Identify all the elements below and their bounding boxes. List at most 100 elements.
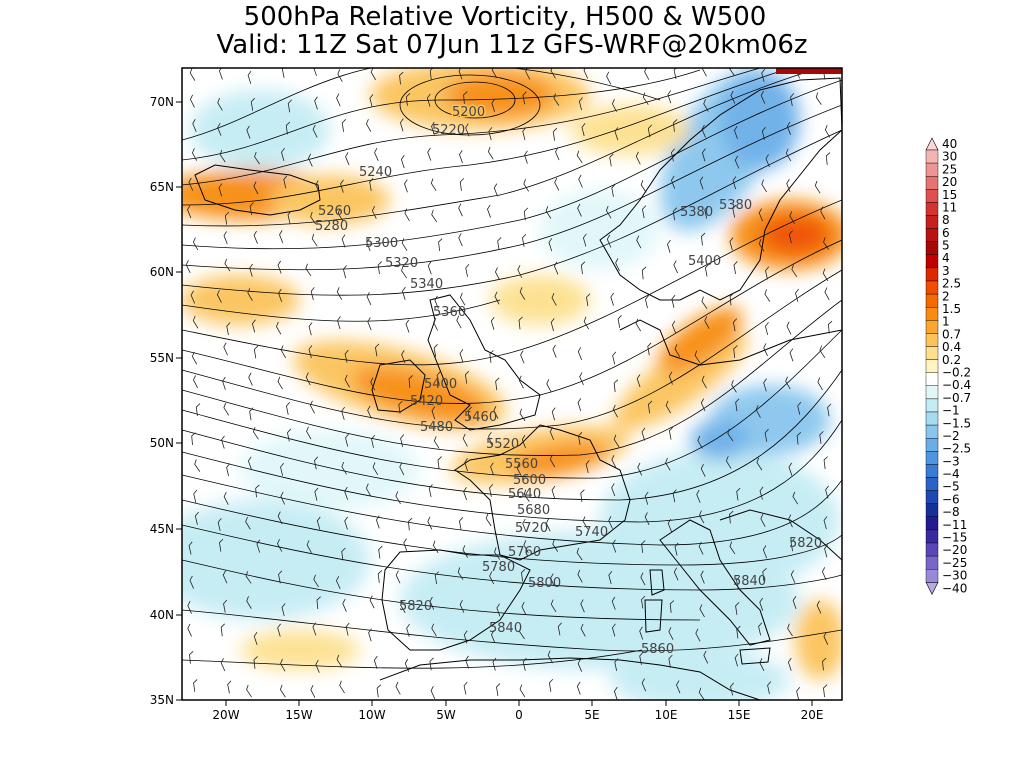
wind-barb	[550, 68, 556, 79]
wind-barb	[277, 376, 283, 390]
wind-barb	[727, 428, 734, 442]
wind-barb	[550, 599, 557, 613]
wind-barb	[462, 433, 468, 447]
wind-barb	[763, 343, 768, 357]
wind-barb	[345, 152, 350, 166]
wind-barb	[735, 602, 740, 615]
wind-barb	[676, 680, 681, 694]
wind-barb	[368, 628, 372, 642]
wind-barb	[673, 119, 678, 132]
wind-barb	[698, 541, 704, 555]
wind-barb	[613, 379, 619, 393]
colorbar-swatch	[925, 149, 939, 164]
wind-barb	[703, 98, 709, 112]
wind-barb	[792, 596, 797, 610]
wind-barb	[817, 377, 823, 391]
colorbar-swatch	[925, 424, 939, 439]
wind-barb	[698, 687, 705, 700]
wind-barb	[278, 288, 283, 302]
wind-barb	[641, 678, 647, 692]
colorbar-top-arrow	[925, 137, 939, 151]
wind-barb	[580, 261, 586, 275]
wind-barb	[427, 261, 432, 275]
wind-barb	[281, 147, 285, 161]
colorbar-label: 20	[942, 175, 957, 189]
wind-barb	[577, 398, 582, 412]
wind-barb	[465, 263, 470, 277]
wind-barb	[674, 542, 679, 556]
wind-barb	[732, 204, 737, 218]
contour-label: 5780	[482, 560, 515, 575]
wind-barb	[731, 379, 737, 393]
wind-barb	[524, 150, 528, 164]
wind-barb	[796, 686, 801, 700]
wind-barb	[283, 175, 288, 189]
wind-barb	[247, 288, 253, 301]
wind-barb	[553, 261, 559, 275]
wind-barb	[377, 261, 382, 275]
wind-barb	[341, 461, 347, 475]
wind-barb	[189, 94, 195, 108]
contour-label: 5820	[399, 599, 432, 614]
wind-barb	[613, 434, 620, 448]
contour-label: 5820	[789, 536, 822, 551]
wind-barb	[369, 178, 374, 191]
wind-barb	[611, 454, 617, 468]
contour-label: 5520	[486, 437, 519, 452]
wind-barb	[671, 320, 677, 334]
wind-barb	[823, 237, 830, 250]
wind-barb	[582, 233, 587, 247]
wind-barb	[253, 427, 259, 440]
wind-barb	[365, 483, 372, 497]
wind-barb	[667, 90, 672, 104]
wind-barb	[583, 316, 590, 330]
wind-barb	[341, 119, 347, 132]
wind-barb	[821, 567, 827, 581]
wind-barb	[699, 510, 705, 524]
wind-barb	[552, 344, 557, 358]
wind-barb	[580, 599, 585, 613]
wind-barb	[642, 205, 647, 219]
contour-label: 5240	[359, 165, 392, 180]
wind-barb	[671, 175, 676, 189]
wind-barb	[287, 428, 292, 442]
wind-barb	[696, 489, 701, 503]
wind-barb	[341, 406, 345, 420]
wind-barb	[819, 345, 826, 359]
latitude-labels: 35N 40N 45N 50N 55N 60N 65N 70N	[150, 95, 174, 707]
wind-barb	[311, 233, 318, 247]
wind-barb	[523, 207, 529, 221]
wind-barb	[791, 264, 798, 278]
contour-label: 5680	[517, 503, 550, 518]
wind-barb	[395, 570, 401, 584]
contour-labels: 5200 5220 5240 5260 5280 5300 5320 5340 …	[315, 104, 822, 658]
wind-barb	[617, 315, 622, 328]
wind-barb	[191, 432, 196, 445]
wind-barb	[308, 322, 313, 336]
colorbar-swatch	[925, 293, 939, 308]
wind-barb	[193, 679, 198, 692]
wind-barb	[306, 426, 312, 440]
wind-barb	[253, 181, 259, 195]
lat-label: 65N	[150, 180, 174, 194]
map-plot-area: 5200 5220 5240 5260 5280 5300 5320 5340 …	[182, 68, 842, 700]
wind-barb	[819, 431, 824, 444]
wind-barb	[287, 210, 292, 224]
colorbar-label: −1.5	[942, 416, 971, 430]
wind-barb	[546, 379, 552, 392]
wind-barb	[613, 686, 618, 700]
wind-barb	[759, 597, 764, 611]
wind-barb	[187, 205, 192, 219]
wind-barb	[552, 539, 559, 552]
wind-barb	[823, 516, 828, 530]
colorbar-swatch	[925, 320, 939, 334]
wind-barb	[764, 428, 769, 442]
wind-barb	[577, 569, 583, 583]
wind-barb	[339, 680, 345, 694]
wind-barb	[400, 155, 405, 169]
colorbar-swatch	[925, 215, 939, 229]
lat-label: 60N	[150, 265, 174, 279]
wind-barb	[490, 462, 495, 476]
wind-barb	[280, 658, 286, 672]
colorbar-label: −20	[942, 543, 967, 557]
